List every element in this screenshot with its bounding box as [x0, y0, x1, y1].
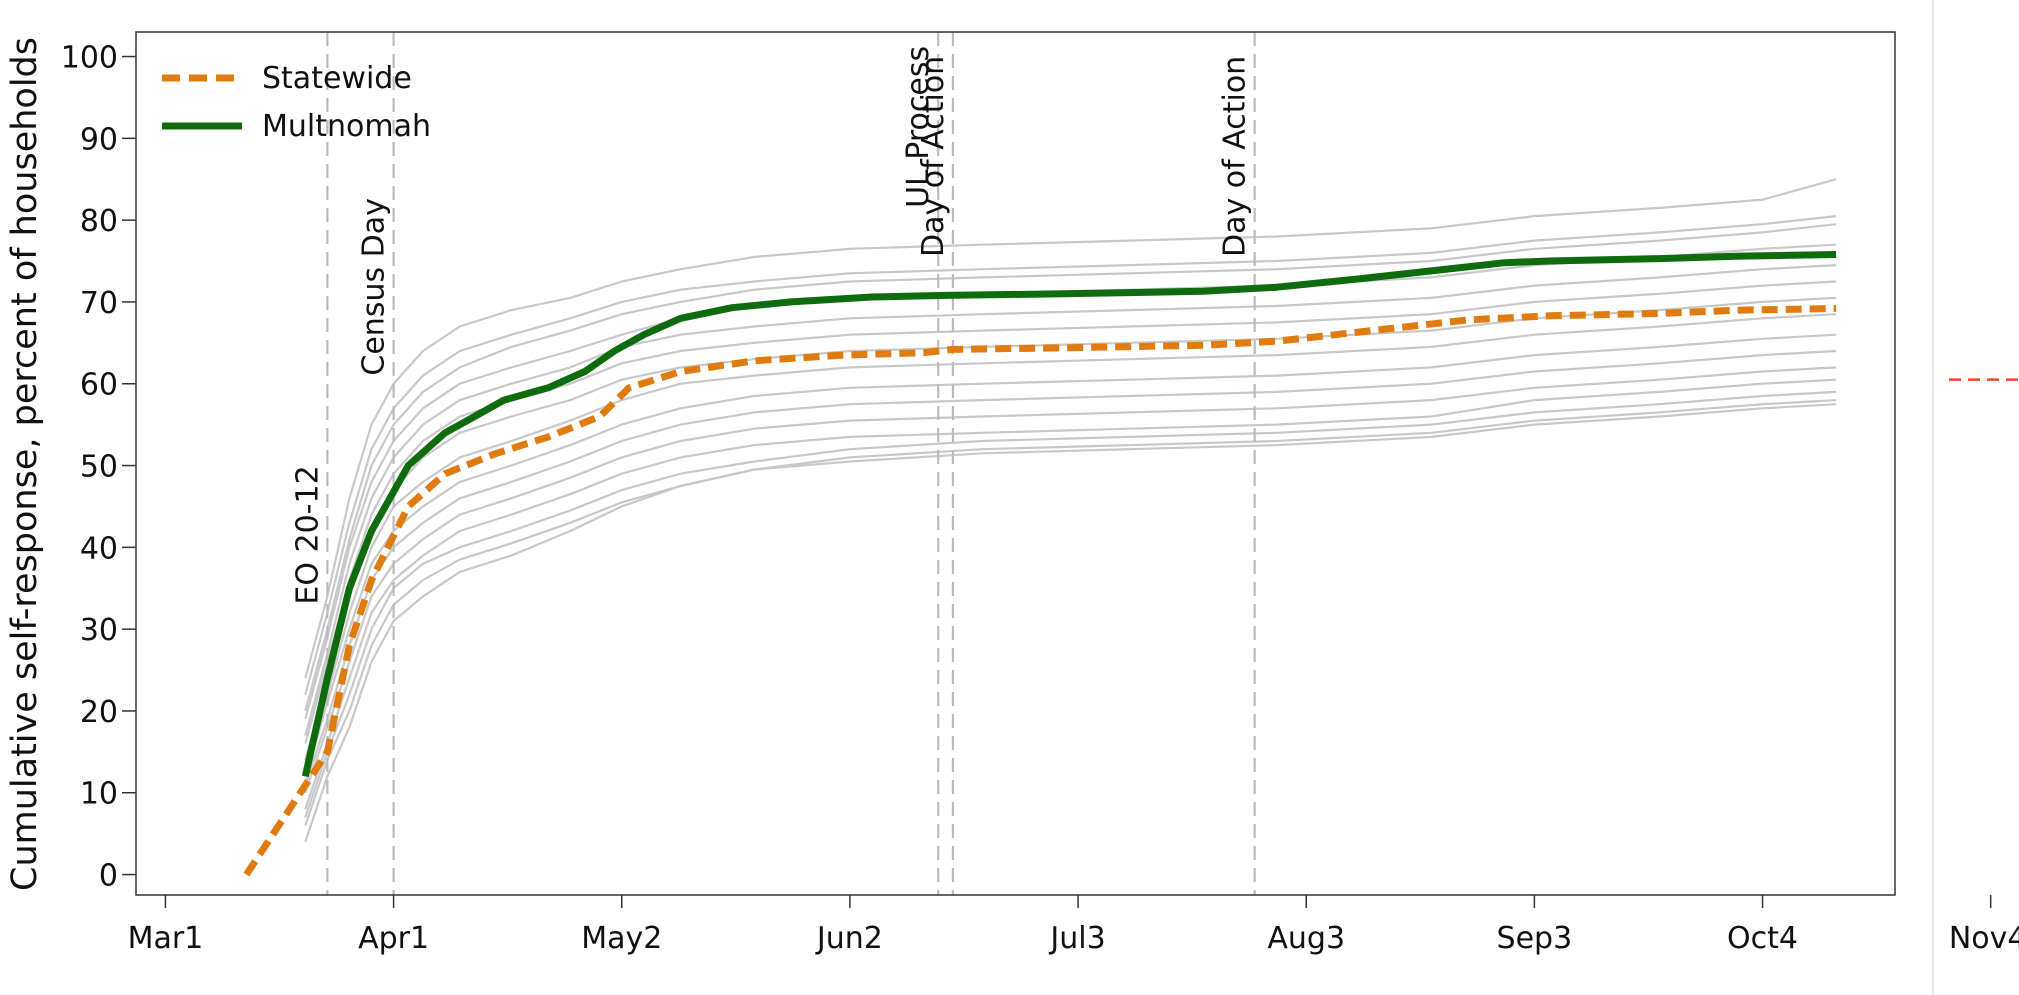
y-tick-label-100: 100	[61, 41, 118, 76]
x-tick-label-Aug3: Aug3	[1267, 921, 1345, 956]
county-line-14	[304, 399, 1837, 826]
y-tick-label-90: 90	[80, 122, 118, 157]
county-line-9	[304, 333, 1837, 777]
series-multnomah	[301, 251, 1837, 778]
county-line-1	[304, 178, 1837, 679]
y-tick-label-70: 70	[80, 286, 118, 321]
y-tick-label-60: 60	[80, 368, 118, 403]
x-tick-label-Oct4: Oct4	[1727, 921, 1798, 956]
county-line-15	[304, 403, 1837, 843]
y-tick-label-50: 50	[80, 450, 118, 485]
x-tick-label-Mar1: Mar1	[128, 921, 204, 956]
county-line-12	[304, 378, 1837, 810]
y-tick-label-30: 30	[80, 613, 118, 648]
highlight-series	[243, 251, 1837, 877]
x-tick-label-Nov4: Nov4	[1949, 921, 2019, 956]
annotation-label-4: Day of Action	[916, 56, 951, 257]
county-line-5	[304, 264, 1837, 736]
annotation-label-1: EO 20-12	[290, 465, 325, 604]
axes: 0 10 20 30 40 50 60 70 80 90 100 Mar1 Apr1 May2 Jun2 Ju…	[61, 41, 1798, 956]
y-tick-label-20: 20	[80, 695, 118, 730]
plot-frame	[135, 31, 1896, 896]
x-tick-label-Sep3: Sep3	[1497, 921, 1573, 956]
county-line-8	[304, 313, 1837, 769]
county-line-2	[304, 215, 1837, 695]
legend-label-statewide: Statewide	[262, 61, 412, 96]
y-axis-label: Cumulative self-response, percent of hou…	[5, 37, 45, 891]
right-panel: Nov4	[1932, 0, 2019, 995]
legend: Statewide Multnomah	[162, 61, 431, 144]
county-line-6	[304, 280, 1837, 744]
annotation-label-3: UL Process	[901, 46, 936, 208]
county-lines	[304, 178, 1837, 843]
y-tick-label-40: 40	[80, 531, 118, 566]
x-tick-label-Jun2: Jun2	[815, 921, 883, 956]
county-line-11	[304, 366, 1837, 794]
annotation-label-2: Census Day	[357, 198, 392, 375]
x-tick-label-Apr1: Apr1	[358, 921, 429, 956]
legend-label-multnomah: Multnomah	[262, 109, 431, 144]
series-statewide	[243, 305, 1837, 877]
y-tick-label-0: 0	[99, 859, 118, 894]
annotation-label-5: Day of Action	[1218, 56, 1253, 257]
county-line-3	[304, 223, 1837, 712]
y-tick-label-10: 10	[80, 777, 118, 812]
y-tick-label-80: 80	[80, 204, 118, 239]
county-line-13	[304, 390, 1837, 818]
x-tick-label-Jul3: Jul3	[1048, 921, 1105, 956]
x-tick-label-May2: May2	[581, 921, 662, 956]
